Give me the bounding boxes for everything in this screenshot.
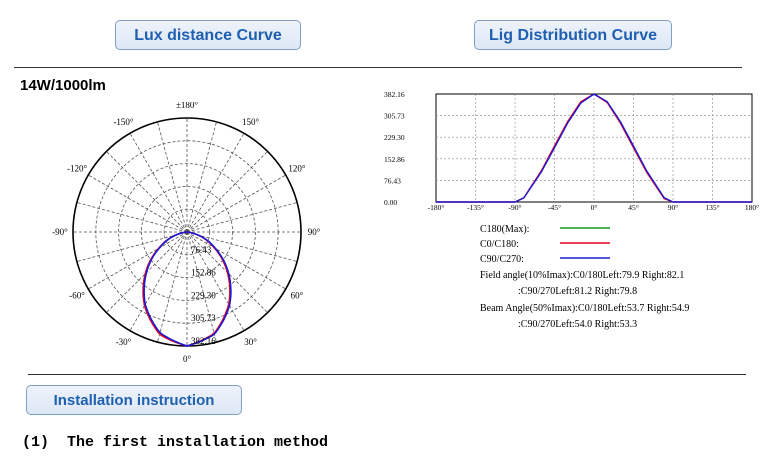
beam-angle-line-1: Beam Angle(50%Imax):C0/180Left:53.7 Righ… [480,303,689,314]
polar-radial-label: 76.43 [191,245,212,255]
polar-spoke [186,133,245,233]
light-distribution-chart: -180° -135° -90° -45° 0° 45° 90° 135° 180° 0.00 76… [384,90,759,211]
polar-angle-label: -150° [113,117,133,127]
polar-spoke [157,121,188,233]
cartesian-series-c90-c270 [436,93,752,203]
polar-spoke [157,231,188,343]
polar-radial-label: 152.86 [191,268,216,278]
y-tick-label: 305.73 [384,112,405,121]
cartesian-grid [435,93,753,203]
beam-angle-line-2: :C90/270Left:54.0 Right:53.3 [518,319,637,330]
polar-spoke [186,231,286,290]
polar-spoke [186,174,286,233]
polar-labels: ±180° -150° 150° -120° 120° -90° 90° -60° 60° -30… [52,102,321,362]
y-tick-label: 0.00 [384,198,397,207]
y-tick-label: 382.16 [384,90,405,99]
legend-label-c0: C0/C180: [480,239,519,250]
polar-angle-label: ±180° [176,102,198,110]
polar-radial-label: 382.16 [191,336,216,346]
x-tick-label: 90° [668,203,679,211]
polar-angle-label: 30° [244,337,257,347]
polar-angle-label: -90° [52,227,68,237]
legend-label-c90: C90/C270: [480,254,524,265]
x-tick-label: 0° [591,203,598,211]
x-tick-label: 45° [628,203,639,211]
installation-method-heading: (1) The first installation method [22,434,329,451]
legend-label-c180: C180(Max): [480,224,529,235]
x-tick-label: -180° [428,203,445,211]
cartesian-series [436,93,752,203]
light-distribution-curve-button[interactable]: Lig Distribution Curve [474,20,672,50]
top-divider [14,67,742,68]
polar-angle-label: -120° [67,164,87,174]
x-tick-label: -90° [509,203,522,211]
polar-spoke [129,231,188,331]
model-label: 14W/1000lm [20,77,106,94]
polar-angle-label: -30° [116,337,132,347]
polar-spoke [88,174,188,233]
y-tick-label: 152.86 [384,155,405,164]
polar-spoke [88,231,188,290]
polar-radial-label: 305.73 [191,313,216,323]
chart-legend: C180(Max): C0/C180: C90/C270: Field angl… [480,224,689,330]
polar-spoke [186,151,268,233]
lux-distance-curve-button[interactable]: Lux distance Curve [115,20,301,50]
polar-radial-label: 229.30 [191,290,216,300]
polar-ring [118,163,256,301]
polar-series-c90-c270 [143,231,232,347]
polar-angle-label: 90° [308,227,321,237]
polar-spoke [186,121,217,233]
cartesian-ticks: -180° -135° -90° -45° 0° 45° 90° 135° 180° 0.00 76… [384,90,759,211]
y-tick-label: 229.30 [384,133,405,142]
polar-angle-label: 60° [291,291,304,301]
polar-curves [142,231,232,347]
field-angle-line-2: :C90/270Left:81.2 Right:79.8 [518,286,637,297]
polar-spoke [186,202,298,233]
polar-angle-label: 0° [183,354,192,362]
bottom-divider [28,374,746,375]
x-tick-label: -45° [548,203,561,211]
field-angle-line-1: Field angle(10%Imax):C0/180Left:79.9 Rig… [480,270,684,281]
x-tick-label: 135° [705,203,719,211]
installation-instruction-button[interactable]: Installation instruction [26,385,242,415]
x-tick-label: -135° [467,203,484,211]
polar-angle-label: 150° [242,117,260,127]
polar-spoke [76,202,188,233]
polar-angle-label: -60° [69,291,85,301]
polar-intensity-chart: ±180° -150° 150° -120° 120° -90° 90° -60° 60° -30… [52,102,321,362]
y-tick-label: 76.43 [384,176,401,185]
x-tick-label: 180° [745,203,759,211]
polar-spoke [106,151,188,233]
polar-spoke [76,231,188,262]
polar-angle-label: 120° [288,164,306,174]
polar-spoke [129,133,188,233]
